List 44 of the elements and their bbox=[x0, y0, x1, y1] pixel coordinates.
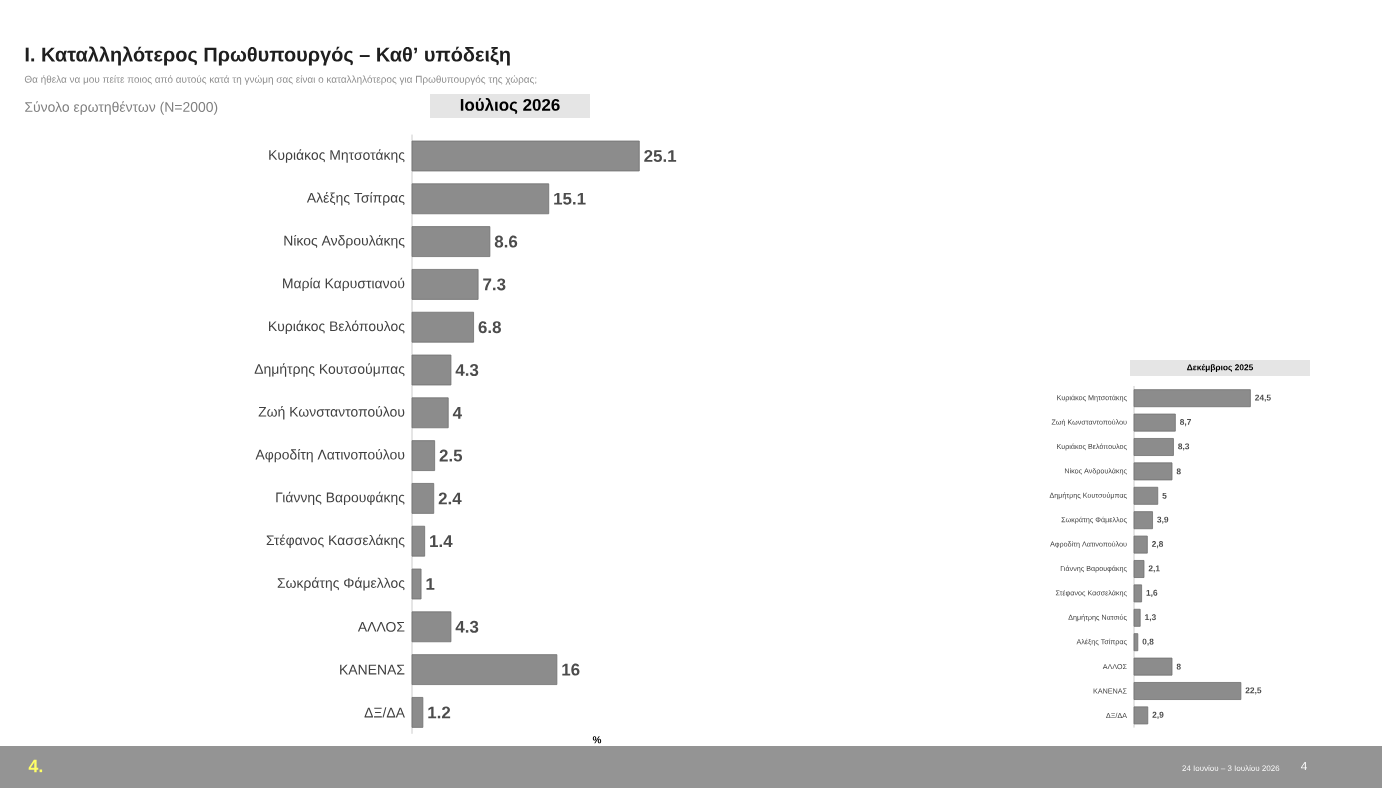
bar bbox=[411, 611, 452, 643]
data-label: 2.5 bbox=[439, 449, 463, 462]
bar bbox=[411, 183, 550, 215]
text: 4. bbox=[28, 759, 43, 773]
bar bbox=[1133, 560, 1145, 578]
data-label: 4.3 bbox=[455, 620, 479, 633]
bar bbox=[1133, 486, 1159, 505]
bar bbox=[411, 397, 449, 429]
bar bbox=[411, 140, 640, 172]
bar bbox=[1133, 535, 1148, 554]
bar bbox=[1133, 413, 1176, 432]
bar bbox=[411, 226, 491, 257]
bar bbox=[1133, 608, 1141, 627]
bar bbox=[1133, 584, 1143, 603]
data-label: 4.3 bbox=[455, 364, 479, 377]
bar bbox=[1133, 511, 1153, 530]
data-label: 6.8 bbox=[478, 321, 501, 334]
bar bbox=[411, 525, 426, 557]
bar bbox=[411, 311, 474, 343]
data-label: 4 bbox=[452, 406, 462, 419]
data-label: 1.2 bbox=[428, 706, 451, 719]
data-label: 1.4 bbox=[430, 535, 453, 548]
data-label: 15.1 bbox=[554, 192, 586, 205]
data-label: 2.4 bbox=[438, 492, 462, 505]
bar bbox=[411, 269, 479, 300]
bar bbox=[1133, 682, 1242, 700]
bar bbox=[1133, 657, 1173, 676]
data-label: 7.3 bbox=[483, 278, 506, 291]
data-label: 8.6 bbox=[494, 235, 518, 248]
bar bbox=[1133, 462, 1173, 481]
data-label: 16 bbox=[562, 663, 580, 676]
bar bbox=[1133, 438, 1174, 456]
data-label: 25.1 bbox=[644, 150, 677, 162]
chart-title: Ιούλιος 2026 bbox=[460, 97, 560, 114]
text: Ι. Καταλληλότερος Πρωθυπουργός – Καθ’ υπόδειξη bbox=[25, 46, 510, 66]
bar bbox=[411, 483, 435, 514]
bar bbox=[411, 654, 558, 685]
bar bbox=[411, 440, 436, 471]
bar bbox=[1133, 706, 1149, 725]
bar bbox=[411, 697, 424, 728]
data-label: 1 bbox=[426, 578, 435, 590]
bar bbox=[411, 568, 422, 600]
bar bbox=[411, 354, 452, 386]
bar bbox=[1133, 389, 1251, 408]
